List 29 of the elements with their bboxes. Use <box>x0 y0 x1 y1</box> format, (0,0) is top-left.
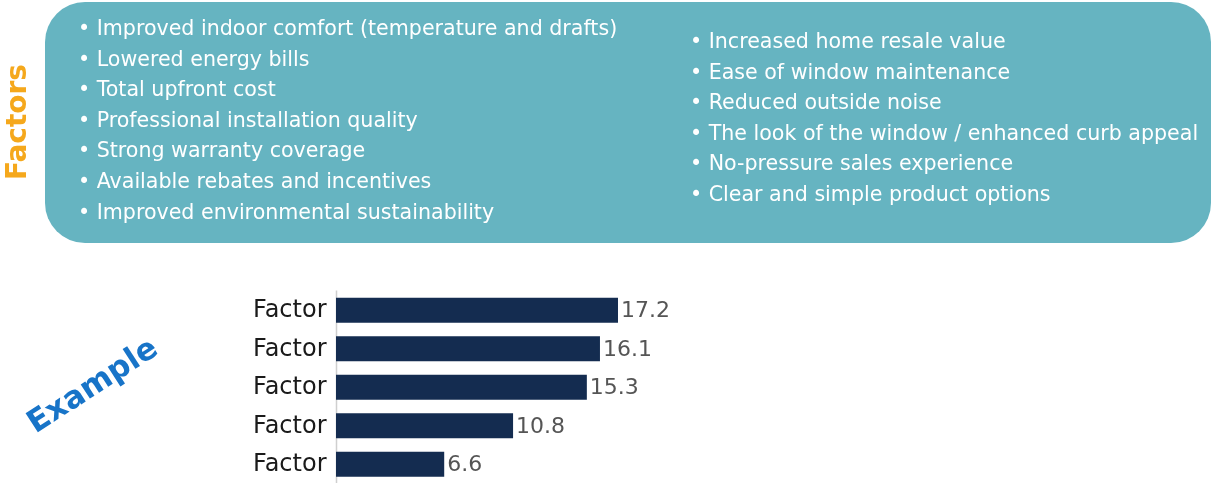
text: Factors <box>0 63 33 181</box>
text: • Total upfront cost <box>78 77 276 102</box>
data-label: 15.3 <box>589 374 639 400</box>
y-tick-label: Factor <box>253 295 327 324</box>
data-label: 17.2 <box>621 297 670 323</box>
text: • Strong warranty coverage <box>78 138 366 163</box>
text: • Improved environmental sustainability <box>78 199 495 224</box>
bar <box>336 297 618 323</box>
text: • Professional installation quality <box>78 107 418 132</box>
data-label: 10.8 <box>516 412 566 438</box>
text: • Improved indoor comfort (temperature and drafts) <box>78 16 618 40</box>
bar <box>336 374 587 400</box>
data-label: 6.6 <box>447 451 483 477</box>
data-label: 16.1 <box>602 335 652 361</box>
text: • Lowered energy bills <box>78 46 310 71</box>
text: • Reduced outside noise <box>690 90 942 115</box>
bar <box>336 451 445 477</box>
bar <box>336 336 600 362</box>
text: • The look of the window / enhanced curb appeal <box>690 120 1199 145</box>
text: • Clear and simple product options <box>690 181 1051 206</box>
bar <box>336 413 514 439</box>
text: • Increased home resale value <box>690 29 1006 53</box>
y-tick-label: Factor <box>253 333 327 362</box>
text: • Ease of window maintenance <box>690 59 1011 84</box>
text: • Available rebates and incentives <box>78 168 432 193</box>
text: • No-pressure sales experience <box>690 151 1014 176</box>
y-tick-label: Factor <box>253 410 327 439</box>
y-tick-label: Factor <box>253 449 327 478</box>
y-tick-label: Factor <box>253 372 327 401</box>
